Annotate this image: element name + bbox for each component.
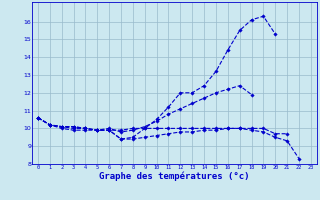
X-axis label: Graphe des températures (°c): Graphe des températures (°c) <box>99 171 250 181</box>
